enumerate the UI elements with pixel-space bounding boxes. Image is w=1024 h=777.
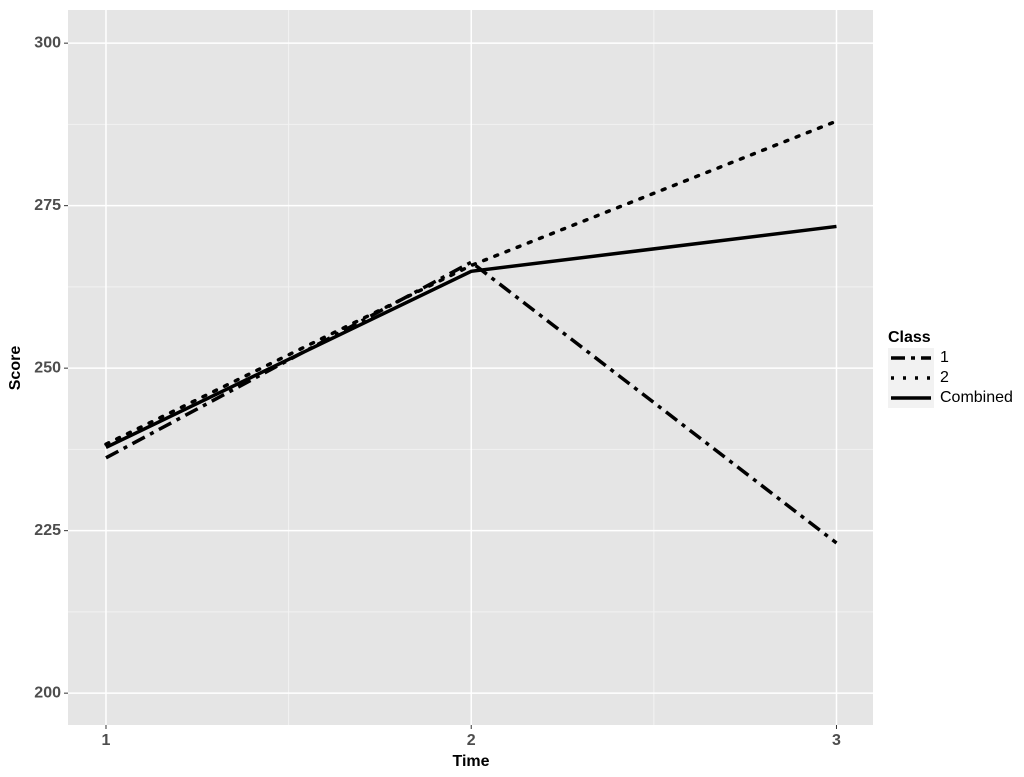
legend-key-bg — [888, 368, 934, 388]
x-tick-label: 2 — [467, 732, 476, 749]
x-tick-label: 3 — [832, 732, 841, 749]
y-tick-label: 250 — [34, 359, 61, 376]
y-tick-label: 275 — [34, 197, 61, 214]
legend-label: 2 — [940, 369, 949, 386]
series-line — [104, 119, 839, 446]
legend-label: 1 — [940, 349, 949, 366]
x-tick-label: 1 — [102, 732, 111, 749]
y-tick-label: 200 — [34, 684, 61, 701]
legend-label: Combined — [940, 389, 1013, 406]
y-tick-label: 300 — [34, 34, 61, 51]
y-axis-title: Score — [7, 346, 24, 391]
legend-title: Class — [888, 329, 931, 346]
y-tick-label: 225 — [34, 522, 61, 539]
series-line — [105, 260, 838, 545]
x-axis-title: Time — [452, 753, 489, 770]
series-line — [105, 224, 837, 450]
